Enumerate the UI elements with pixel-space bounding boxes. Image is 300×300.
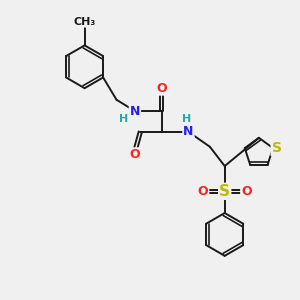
Text: N: N	[183, 125, 194, 138]
Text: S: S	[219, 184, 230, 199]
Text: O: O	[241, 185, 252, 198]
Text: H: H	[119, 114, 128, 124]
Text: N: N	[130, 105, 140, 118]
Text: CH₃: CH₃	[74, 16, 96, 27]
Text: O: O	[130, 148, 140, 161]
Text: S: S	[272, 141, 282, 155]
Text: O: O	[156, 82, 167, 95]
Text: H: H	[182, 114, 192, 124]
Text: O: O	[198, 185, 208, 198]
